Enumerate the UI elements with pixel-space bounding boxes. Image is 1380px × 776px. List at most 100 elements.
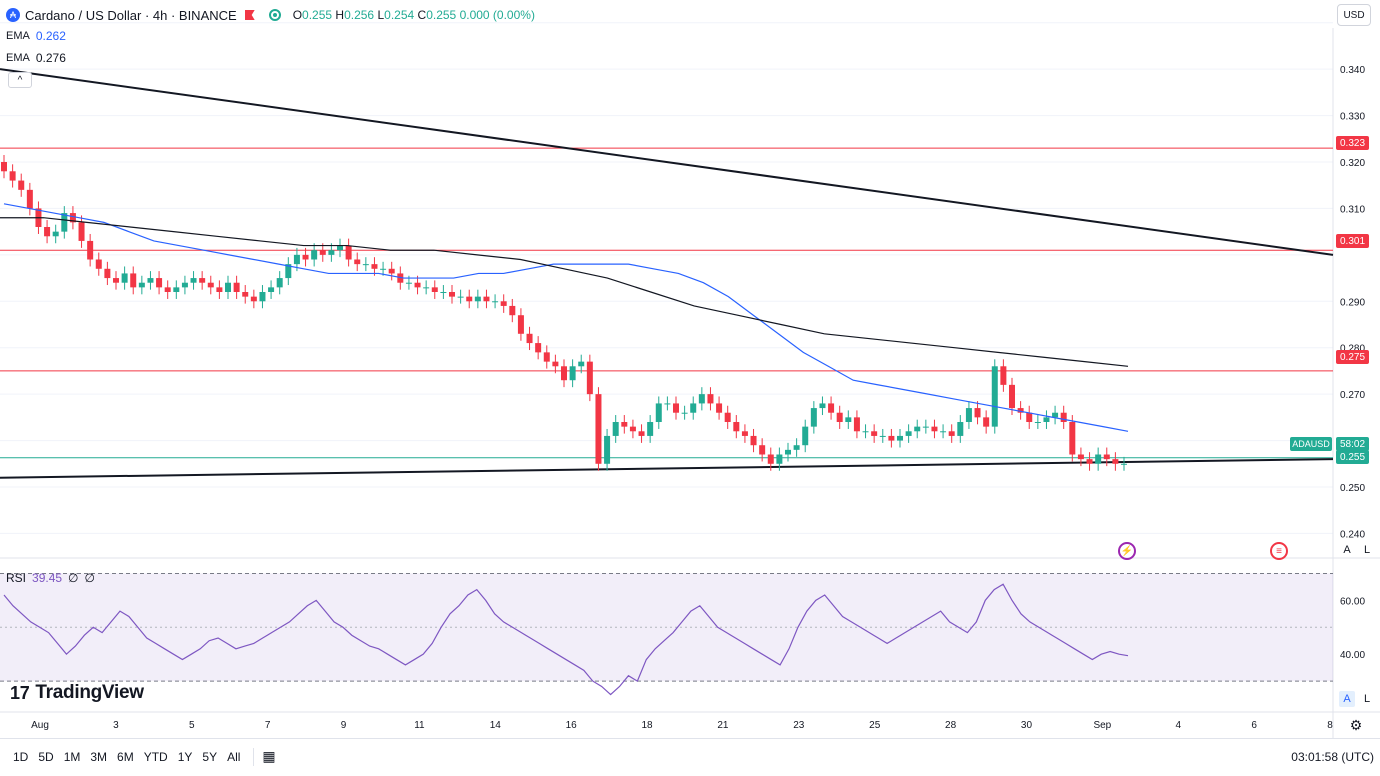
candle-body — [113, 278, 119, 283]
us-flag-event-icon[interactable]: ≡ — [1270, 542, 1288, 560]
time-tick: 28 — [945, 720, 957, 731]
candle-body — [724, 412, 731, 422]
candle-body — [293, 254, 300, 265]
candle-body — [905, 431, 912, 436]
range-6m[interactable]: 6M — [117, 749, 134, 764]
candle-body — [836, 412, 843, 422]
candle-body — [362, 264, 369, 266]
log-scale-button[interactable]: L — [1363, 544, 1371, 556]
price-tick: 0.290 — [1340, 297, 1365, 308]
candle-body — [741, 431, 748, 436]
ema-slow-legend[interactable]: EMA 0.276 — [6, 51, 66, 65]
range-1y[interactable]: 1Y — [177, 749, 193, 764]
candle-body — [828, 403, 835, 413]
range-all[interactable]: All — [227, 749, 241, 764]
range-buttons: 1D 5D 1M 3M 6M YTD 1Y 5Y All ▦ — [0, 747, 276, 766]
candle-body — [61, 213, 68, 232]
ohlc-values: O0.255 H0.256 L0.254 C0.255 0.000 (0.00%… — [292, 8, 535, 22]
ema-fast-value: 0.262 — [35, 29, 66, 43]
candle-body — [414, 282, 421, 288]
level-tag: 0.275 — [1336, 350, 1369, 364]
market-status-icon[interactable] — [268, 9, 281, 21]
candle-body — [26, 189, 33, 209]
candle-body — [1017, 408, 1024, 413]
range-5y[interactable]: 5Y — [202, 749, 218, 764]
collapse-legend-button[interactable]: ^ — [8, 72, 32, 88]
candle-body — [509, 305, 516, 316]
price-tick: 0.250 — [1340, 483, 1365, 494]
time-tick: 6 — [1251, 720, 1257, 731]
range-1m[interactable]: 1M — [63, 749, 81, 764]
range-1d[interactable]: 1D — [13, 749, 29, 764]
ema-fast-line — [3, 203, 1129, 432]
candle-body — [716, 403, 723, 413]
time-tick: 23 — [793, 720, 805, 731]
lightning-icon[interactable]: ⚡ — [1118, 542, 1136, 560]
candle-body — [156, 278, 163, 288]
candle-body — [87, 240, 94, 260]
candle-body — [1060, 412, 1067, 422]
candle-body — [776, 454, 783, 464]
range-ytd[interactable]: YTD — [143, 749, 168, 764]
candle-body — [948, 431, 955, 436]
time-tick: 11 — [414, 720, 425, 731]
candle-body — [1086, 459, 1093, 464]
auto-scale-button[interactable]: A — [1343, 544, 1351, 556]
price-tick: 0.310 — [1340, 204, 1365, 215]
candle-body — [853, 417, 860, 432]
date-range-calendar-icon[interactable]: ▦ — [262, 748, 276, 764]
rsi-legend[interactable]: RSI 39.45 ∅ ∅ — [6, 571, 95, 585]
candle-body — [397, 273, 404, 283]
candle-body — [664, 403, 671, 405]
candle-body — [285, 264, 292, 279]
trendline — [0, 68, 1334, 256]
candle-body — [931, 426, 938, 432]
range-3m[interactable]: 3M — [90, 749, 108, 764]
price-tick: 0.330 — [1340, 112, 1365, 123]
time-tick: 16 — [566, 720, 578, 731]
candle-body — [1000, 366, 1007, 385]
candle-body — [535, 343, 542, 353]
symbol-title[interactable]: Cardano / US Dollar · 4h · BINANCE — [25, 7, 237, 23]
candle-body — [991, 366, 998, 427]
candle-body — [673, 403, 679, 413]
candle-body — [173, 287, 180, 292]
bottom-toolbar: 1D 5D 1M 3M 6M YTD 1Y 5Y All ▦ 03:01:58 … — [0, 738, 1380, 774]
candle-body — [1026, 412, 1033, 422]
price-tick: 0.270 — [1340, 390, 1365, 401]
price-tick: 0.280 — [1340, 344, 1365, 355]
utc-clock[interactable]: 03:01:58 (UTC) — [1291, 750, 1374, 764]
candle-body — [181, 282, 188, 288]
candle-body — [914, 426, 921, 432]
currency-button[interactable]: USD — [1337, 4, 1371, 26]
candle-body — [1069, 422, 1076, 455]
candle-body — [922, 426, 929, 428]
range-5d[interactable]: 5D — [38, 749, 54, 764]
settings-gear-icon[interactable]: ⚙ — [1349, 716, 1363, 733]
candle-body — [1, 162, 7, 172]
candle-body — [371, 264, 378, 269]
candle-body — [586, 361, 593, 395]
candle-body — [810, 408, 817, 427]
candle-body — [1043, 417, 1050, 422]
price-tick: 0.320 — [1340, 158, 1365, 169]
countdown-tag: 58:02 — [1336, 437, 1369, 451]
candle-body — [250, 296, 257, 302]
candle-body — [388, 268, 395, 274]
trendline — [0, 458, 1334, 479]
candle-body — [647, 422, 654, 436]
candle-body — [466, 296, 473, 302]
candle-body — [319, 250, 326, 255]
candle-body — [940, 431, 947, 433]
ema-fast-legend[interactable]: EMA 0.262 — [6, 29, 66, 43]
candle-body — [888, 435, 895, 441]
flag-icon[interactable] — [244, 10, 255, 20]
candle-body — [517, 315, 524, 334]
rsi-log-scale-button[interactable]: L — [1363, 693, 1371, 705]
rsi-auto-scale-button[interactable]: A — [1339, 691, 1355, 707]
candle-body — [957, 422, 964, 436]
rsi-tick: 40.00 — [1340, 650, 1365, 661]
candle-body — [242, 292, 249, 297]
candle-body — [1034, 422, 1041, 423]
